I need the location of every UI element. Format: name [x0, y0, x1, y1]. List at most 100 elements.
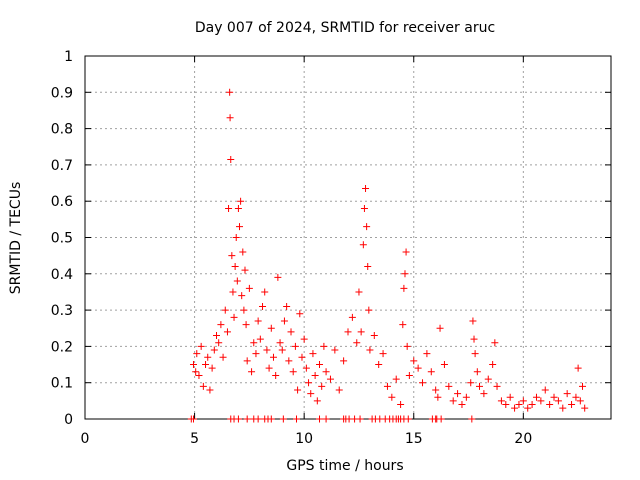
data-point	[232, 234, 240, 241]
data-point	[309, 350, 317, 358]
data-point	[291, 342, 299, 350]
data-point	[300, 335, 308, 343]
data-point	[189, 361, 197, 369]
data-point	[410, 357, 418, 365]
data-point	[576, 397, 584, 405]
x-tick-label: 15	[405, 431, 423, 447]
data-point	[274, 273, 282, 281]
data-point	[414, 364, 422, 372]
data-point	[468, 415, 476, 423]
data-point	[546, 400, 554, 408]
data-point	[206, 386, 214, 394]
data-point	[506, 393, 514, 401]
y-tick-label: 0.7	[51, 158, 73, 174]
y-tick-label: 0.4	[51, 267, 73, 283]
data-point	[476, 382, 483, 390]
data-point	[423, 350, 431, 358]
data-point	[357, 328, 365, 336]
data-point	[355, 288, 363, 296]
data-point	[233, 277, 241, 285]
data-point	[316, 415, 324, 423]
data-point	[397, 400, 405, 408]
data-point	[344, 328, 352, 336]
data-point	[388, 393, 396, 401]
data-point	[241, 266, 249, 274]
data-point	[239, 248, 247, 256]
data-point	[427, 368, 435, 376]
data-point	[480, 390, 488, 398]
data-point	[449, 397, 457, 405]
data-point	[401, 270, 409, 278]
data-point	[298, 353, 306, 361]
data-point	[370, 332, 378, 340]
data-point	[473, 368, 481, 376]
data-point	[379, 350, 387, 358]
y-axis-label: SRMTID / TECUs	[8, 182, 24, 295]
data-point	[326, 375, 334, 383]
data-point	[279, 415, 287, 423]
y-tick-labels: 0 0.1 0.2 0.3 0.4 0.5 0.6 0.7 0.8 0.9 1	[51, 49, 73, 428]
data-point	[289, 368, 297, 376]
data-point	[283, 302, 291, 310]
y-tick-label: 0.6	[51, 194, 73, 210]
data-point	[254, 415, 262, 423]
y-tick-label: 0.3	[51, 303, 73, 319]
data-point	[316, 361, 324, 369]
grid	[85, 56, 611, 419]
data-point	[265, 364, 273, 372]
data-point	[532, 393, 540, 401]
data-point	[469, 317, 477, 325]
data-point	[256, 335, 264, 343]
data-point	[572, 393, 580, 401]
data-point	[318, 382, 326, 390]
data-point	[340, 357, 348, 365]
x-tick-labels: 0 5 10 15 20	[81, 431, 533, 447]
data-point	[502, 400, 510, 408]
data-point	[528, 400, 536, 408]
data-point	[236, 223, 244, 231]
y-tick-label: 1	[64, 49, 73, 65]
data-point	[215, 339, 223, 347]
data-point	[195, 371, 203, 379]
data-point	[403, 342, 411, 350]
data-point	[267, 415, 275, 423]
data-point	[242, 321, 250, 329]
data-point	[484, 375, 492, 383]
data-point	[202, 361, 210, 369]
data-points	[187, 88, 589, 423]
data-point	[208, 364, 216, 372]
data-point	[365, 306, 373, 314]
x-axis-label: GPS time / hours	[286, 458, 403, 474]
data-point	[366, 346, 374, 354]
data-point	[243, 415, 251, 423]
data-point	[250, 339, 258, 347]
data-point	[210, 346, 218, 354]
data-point	[204, 353, 212, 361]
data-point	[524, 404, 532, 412]
data-point	[307, 390, 315, 398]
data-point	[364, 263, 372, 271]
data-point	[436, 324, 444, 332]
data-point	[519, 397, 527, 405]
x-tick-label: 10	[295, 431, 313, 447]
data-point	[227, 155, 235, 163]
data-point	[437, 415, 445, 423]
data-point	[199, 382, 207, 390]
data-point	[550, 393, 558, 401]
data-point	[559, 404, 567, 412]
data-point	[491, 339, 499, 347]
data-point	[263, 346, 271, 354]
data-point	[219, 353, 227, 361]
data-point	[434, 393, 442, 401]
data-point	[360, 204, 368, 212]
data-point	[294, 386, 302, 394]
data-point	[362, 184, 370, 192]
data-point	[252, 350, 260, 358]
x-tick-label: 0	[81, 431, 90, 447]
data-point	[493, 382, 501, 390]
y-tick-label: 0.2	[51, 339, 73, 355]
data-point	[467, 379, 475, 387]
data-point	[458, 400, 466, 408]
data-point	[302, 364, 310, 372]
